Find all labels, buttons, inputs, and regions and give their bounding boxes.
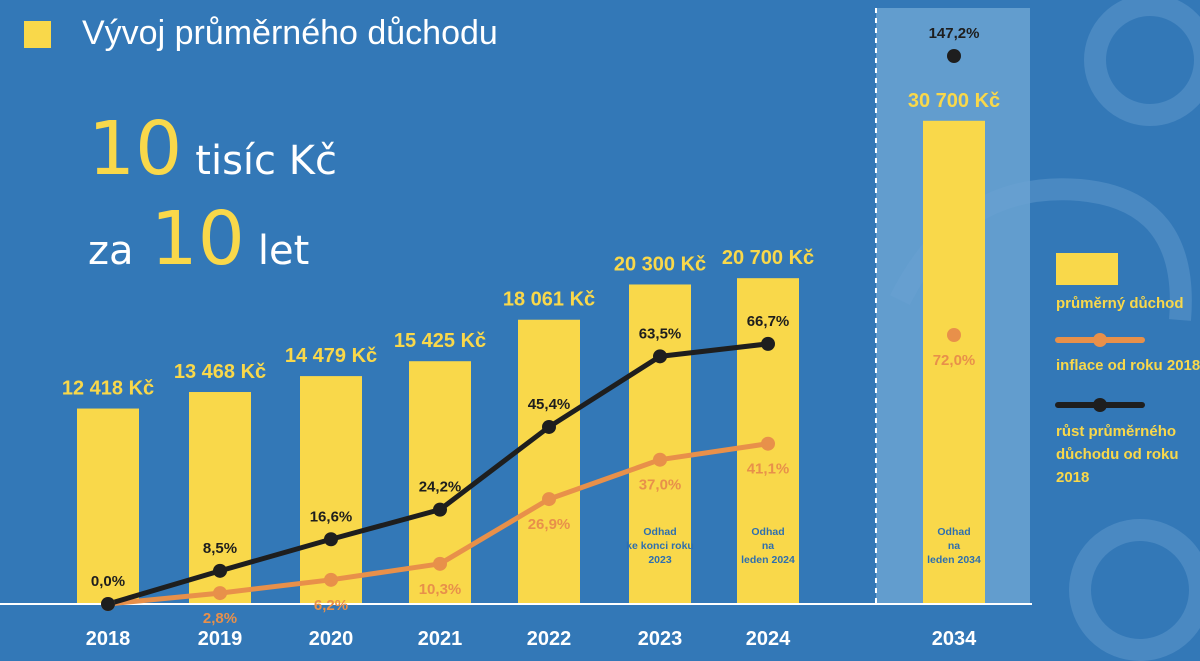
inflation-label-2019: 2,8% [203,610,237,627]
headline-text-2: let [257,228,310,274]
headline-number-1: 10 [88,106,183,192]
bar-2022 [518,319,580,604]
bar-label-2022: 18 061 Kč [503,289,595,311]
growth-label-2020: 16,6% [310,508,353,525]
x-tick-2024: 2024 [746,628,791,650]
growth-label-2022: 45,4% [528,396,571,413]
inflation-label-2021: 10,3% [419,581,462,598]
growth-point-2020 [324,532,338,547]
growth-label-2021: 24,2% [419,479,462,496]
headline-text-1: tisíc Kč [195,138,337,184]
inflation-label-2024: 41,1% [747,461,790,478]
inflation-label-2023: 37,0% [639,477,682,494]
bar-label-2021: 15 425 Kč [394,330,486,352]
legend-pension-label: průměrný důchod [1056,295,1184,312]
growth-point-2021 [433,502,447,517]
bar-label-2018: 12 418 Kč [62,378,154,400]
estimate-note-2034-0: Odhad [937,526,970,538]
headline-prefix-2: za [88,228,134,274]
headline-number-2: 10 [150,196,245,282]
legend-inflation-label: inflace od roku 2018 [1056,357,1200,374]
growth-point-2018 [101,597,115,611]
growth-point-2019 [213,563,227,578]
estimate-note-2024-1: na [762,540,774,552]
x-tick-2022: 2022 [527,628,572,650]
growth-label-2023: 63,5% [639,325,682,342]
x-tick-2018: 2018 [86,628,131,650]
title-marker [24,21,51,48]
legend-growth-label: růst průměrného důchodu od roku 2018 [1056,423,1179,486]
growth-label-2024: 66,7% [747,313,790,330]
bar-label-2019: 13 468 Kč [174,361,266,383]
inflation-point-2020 [324,572,338,587]
growth-label-2018: 0,0% [91,573,125,590]
x-tick-2023: 2023 [638,628,683,650]
inflation-point-2022 [542,492,556,507]
bar-label-2034: 30 700 Kč [908,90,1000,112]
bar-label-2023: 20 300 Kč [614,253,706,275]
growth-point-2023 [653,349,667,364]
estimate-note-2024-0: Odhad [751,526,784,538]
inflation-point-2034 [947,328,961,342]
growth-point-2024 [761,336,775,351]
x-tick-2020: 2020 [309,628,354,650]
bar-label-2020: 14 479 Kč [285,345,377,367]
headline-line-2: za 10 let [88,196,309,282]
estimate-note-2023-1: ke konci roku [626,540,694,552]
bar-2023 [629,284,691,604]
inflation-label-2034: 72,0% [933,352,976,369]
inflation-label-2020: 6,2% [314,597,348,614]
inflation-point-2019 [213,586,227,601]
estimate-note-2024-2: leden 2024 [741,554,795,566]
x-tick-2034: 2034 [932,628,977,650]
growth-label-2019: 8,5% [203,540,237,557]
inflation-point-2021 [433,556,447,571]
x-tick-2019: 2019 [198,628,243,650]
growth-label-2034: 147,2% [929,25,980,42]
bar-2020 [300,376,362,604]
estimate-note-2034-1: na [948,540,960,552]
growth-point-2022 [542,419,556,434]
bar-label-2024: 20 700 Kč [722,247,814,269]
page-title: Vývoj průměrného důchodu [82,14,498,52]
x-tick-2021: 2021 [418,628,463,650]
estimate-note-2034-2: leden 2034 [927,554,981,566]
bar-2034 [923,120,985,605]
estimate-note-2023-2: 2023 [648,554,672,566]
estimate-note-2023-0: Odhad [643,526,676,538]
growth-point-2034 [947,49,961,63]
bar-2018 [77,408,139,604]
inflation-point-2024 [761,436,775,451]
inflation-label-2022: 26,9% [528,516,571,533]
headline-line-1: 10 tisíc Kč [88,106,337,192]
inflation-point-2023 [653,452,667,467]
